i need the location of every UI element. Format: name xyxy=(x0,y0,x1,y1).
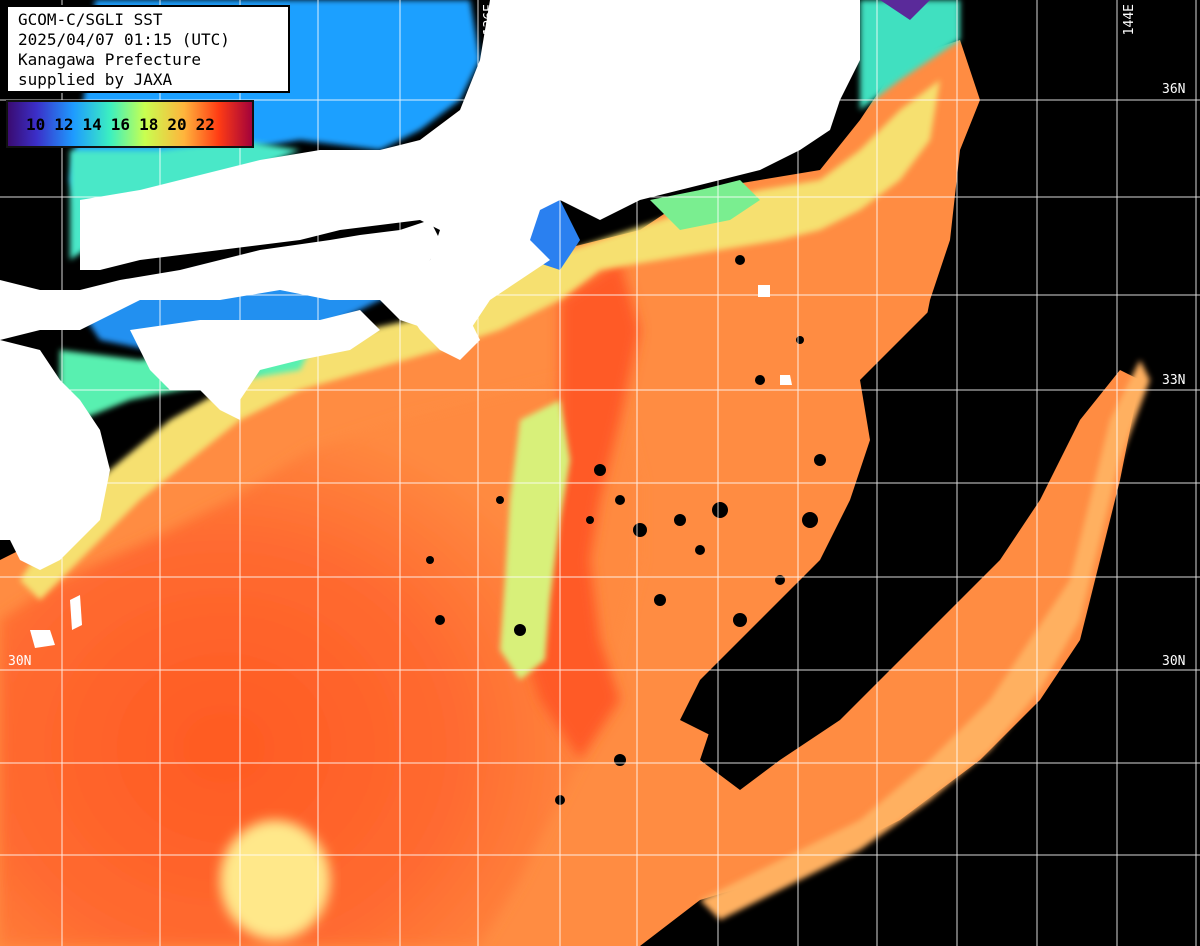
land-island-izu xyxy=(758,285,770,297)
land-islands-sw xyxy=(30,630,55,648)
legend-tick: 20 xyxy=(167,114,187,134)
ocean-east-strip xyxy=(700,360,1150,920)
cloud-patch-east xyxy=(680,300,950,740)
title-datetime: 2025/04/07 01:15 (UTC) xyxy=(18,30,230,49)
info-box: GCOM-C/SGLI SST 2025/04/07 01:15 (UTC) K… xyxy=(6,5,290,93)
legend-tick: 12 xyxy=(54,114,74,134)
ocean-northeast-cyan xyxy=(860,0,960,110)
land-honshu-central xyxy=(80,0,860,350)
title-product: GCOM-C/SGLI SST xyxy=(18,10,163,29)
title-prefecture: Kanagawa Prefecture xyxy=(18,50,202,69)
ocean-kuroshio xyxy=(520,260,640,760)
longitude-label-144e: 144E xyxy=(1122,4,1137,36)
ocean-north-purple xyxy=(880,0,930,20)
latitude-label-30n-left: 30N xyxy=(8,654,32,669)
cloud-speckles xyxy=(426,255,826,805)
land-kyushu xyxy=(0,340,110,570)
legend-tick: 16 xyxy=(110,114,131,134)
legend-tick: 14 xyxy=(82,114,102,134)
land-islands-sw2 xyxy=(70,595,82,630)
latitude-label-33-left: 33 xyxy=(8,373,24,388)
longitude-label-136e: 136E xyxy=(482,4,497,36)
legend-color-bar xyxy=(7,101,253,147)
ocean-cool-tongue xyxy=(500,400,570,680)
latitude-label-36n: 36N xyxy=(1162,82,1186,97)
legend-tick: 18 xyxy=(139,114,159,134)
legend: 10 12 14 16 18 20 22 xyxy=(6,100,254,148)
legend-tick: 22 xyxy=(195,114,215,134)
land-honshu-west xyxy=(0,220,440,340)
ocean-tokyo-bay-green xyxy=(650,180,760,230)
title-supplier: supplied by JAXA xyxy=(18,70,173,89)
land-awaji xyxy=(380,250,400,275)
land-kii-peninsula xyxy=(400,300,480,360)
latitude-label-33n: 33N xyxy=(1162,373,1186,388)
ocean-pale-patch xyxy=(220,820,330,940)
latitude-label-30n-right: 30N xyxy=(1162,654,1186,669)
land-island-izu2 xyxy=(780,375,792,385)
legend-tick: 10 xyxy=(26,114,46,134)
